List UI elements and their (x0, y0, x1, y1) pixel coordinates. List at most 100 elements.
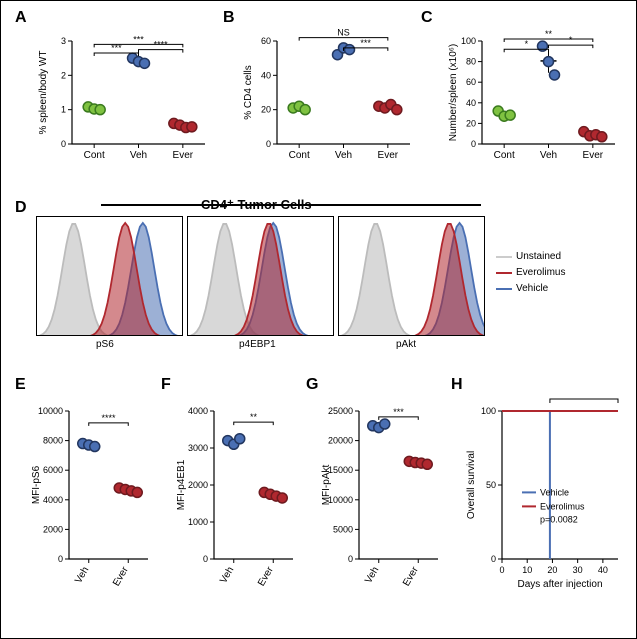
svg-text:Cont: Cont (84, 150, 105, 161)
svg-text:Cont: Cont (494, 150, 515, 161)
panel-label-g: G (306, 376, 318, 394)
svg-text:p=0.0082: p=0.0082 (540, 514, 578, 524)
svg-text:40: 40 (261, 70, 271, 80)
svg-text:**: ** (250, 412, 258, 422)
hist-xlabel-1: p4EBP1 (239, 339, 276, 350)
svg-text:2000: 2000 (43, 524, 63, 534)
svg-text:Cont: Cont (289, 150, 310, 161)
svg-text:Veh: Veh (73, 565, 91, 585)
svg-text:Ever: Ever (583, 150, 604, 161)
legend-label-veh: Vehicle (516, 283, 548, 294)
svg-text:0: 0 (203, 554, 208, 564)
hist-ps6 (36, 216, 183, 336)
svg-text:***: *** (133, 34, 144, 44)
svg-text:****: **** (101, 413, 116, 423)
svg-text:***: *** (360, 38, 371, 48)
svg-text:0: 0 (348, 554, 353, 564)
svg-text:100: 100 (461, 36, 476, 46)
svg-text:0: 0 (61, 139, 66, 149)
chart-h: 050100010203040Overall survivalDays afte… (464, 389, 626, 614)
svg-text:2000: 2000 (188, 480, 208, 490)
svg-text:4000: 4000 (43, 495, 63, 505)
svg-text:Veh: Veh (540, 150, 557, 161)
svg-text:40: 40 (598, 565, 608, 575)
section-title-d: CD4⁺ Tumor Cells (201, 197, 312, 213)
svg-text:Overall survival: Overall survival (466, 451, 477, 519)
hist-xlabel-2: pAkt (396, 339, 416, 350)
svg-text:Vehicle: Vehicle (540, 487, 569, 497)
legend-label-ever: Everolimus (516, 267, 565, 278)
svg-text:4000: 4000 (188, 406, 208, 416)
legend-label-unstained: Unstained (516, 251, 561, 262)
svg-text:***: *** (393, 407, 404, 417)
svg-text:25000: 25000 (328, 406, 353, 416)
svg-text:Everolimus: Everolimus (540, 501, 585, 511)
legend-unstained: Unstained (496, 251, 561, 262)
svg-text:Ever: Ever (173, 150, 194, 161)
svg-text:0: 0 (499, 565, 504, 575)
svg-text:1000: 1000 (188, 517, 208, 527)
svg-text:0: 0 (471, 139, 476, 149)
panel-label-d: D (15, 199, 27, 217)
svg-text:% spleen/body WT: % spleen/body WT (38, 51, 49, 135)
svg-text:NS: NS (337, 28, 350, 38)
panel-label-f: F (161, 376, 171, 394)
svg-text:Veh: Veh (218, 565, 236, 585)
svg-text:20000: 20000 (328, 436, 353, 446)
svg-text:50: 50 (486, 480, 496, 490)
svg-text:8000: 8000 (43, 436, 63, 446)
legend-veh: Vehicle (496, 283, 548, 294)
svg-text:60: 60 (261, 36, 271, 46)
svg-text:Ever: Ever (111, 564, 131, 588)
panel-label-b: B (223, 9, 235, 27)
svg-text:**: ** (545, 29, 553, 39)
svg-text:3000: 3000 (188, 443, 208, 453)
hist-xlabel-0: pS6 (96, 339, 114, 350)
svg-text:80: 80 (466, 57, 476, 67)
svg-text:Veh: Veh (363, 565, 381, 585)
svg-text:MFI-p4EB1: MFI-p4EB1 (176, 459, 187, 510)
chart-b: 0204060% CD4 cellsContVehEverNS*** (241, 19, 416, 174)
panel-label-h: H (451, 376, 463, 394)
svg-text:Veh: Veh (335, 150, 352, 161)
chart-f: 01000200030004000MFI-p4EB1VehEver** (174, 389, 299, 614)
chart-a: 0123% spleen/body WTContVehEver*********… (36, 19, 211, 174)
panel-label-a: A (15, 9, 27, 27)
legend-line-ever (496, 272, 512, 274)
svg-text:Number/spleen (x10⁶): Number/spleen (x10⁶) (448, 44, 459, 142)
svg-text:****: **** (154, 40, 169, 50)
svg-text:10000: 10000 (38, 406, 63, 416)
hist-pakt (338, 216, 485, 336)
svg-text:2: 2 (61, 70, 66, 80)
panel-label-e: E (15, 376, 26, 394)
svg-text:6000: 6000 (43, 465, 63, 475)
svg-text:MFI-pS6: MFI-pS6 (31, 465, 42, 504)
figure-container: A B C 0123% spleen/body WTContVehEver***… (0, 0, 637, 639)
svg-text:0: 0 (491, 554, 496, 564)
legend-ever: Everolimus (496, 267, 565, 278)
svg-text:Veh: Veh (130, 150, 147, 161)
panel-label-c: C (421, 9, 433, 27)
svg-text:20: 20 (547, 565, 557, 575)
svg-text:*: * (525, 39, 529, 49)
svg-text:Ever: Ever (401, 564, 421, 588)
svg-text:60: 60 (466, 77, 476, 87)
svg-text:1: 1 (61, 105, 66, 115)
svg-text:20: 20 (466, 118, 476, 128)
svg-text:30: 30 (573, 565, 583, 575)
chart-e: 0 2000 4000 6000 8000 10000 MFI-pS6 Veh Ever **** (29, 389, 154, 614)
svg-text:0: 0 (58, 554, 63, 564)
svg-text:Days after injection: Days after injection (517, 579, 602, 590)
svg-text:20: 20 (261, 105, 271, 115)
chart-c: 0 20 40 60 80 100Number/spleen (x10⁶) Cont Veh E… (446, 19, 621, 174)
svg-text:*: * (569, 35, 573, 45)
svg-text:MFI-pAkt: MFI-pAkt (321, 465, 332, 506)
svg-text:5000: 5000 (333, 524, 353, 534)
chart-g: 0500010000150002000025000MFI-pAktVehEver… (319, 389, 444, 614)
svg-text:Ever: Ever (378, 150, 399, 161)
legend-line-unstained (496, 256, 512, 258)
legend-line-veh (496, 288, 512, 290)
svg-text:100: 100 (481, 406, 496, 416)
hist-p4ebp1 (187, 216, 334, 336)
svg-text:40: 40 (466, 98, 476, 108)
